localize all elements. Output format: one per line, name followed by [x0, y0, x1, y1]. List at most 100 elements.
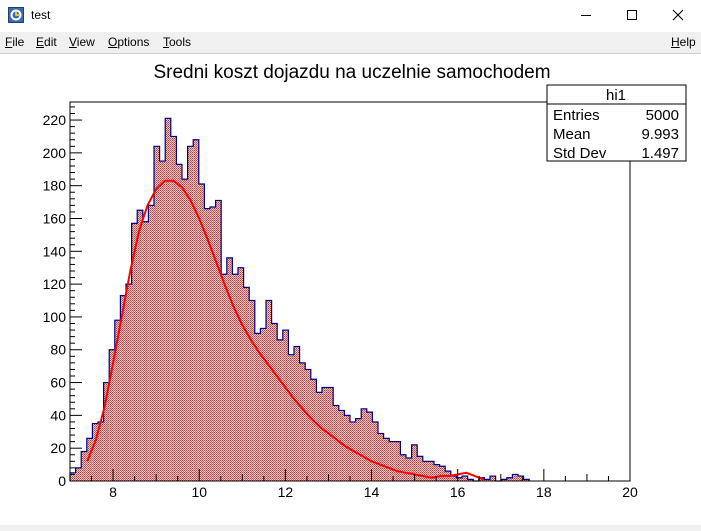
- maximize-icon: [627, 10, 637, 20]
- stats-value-mean: 9.993: [641, 126, 679, 143]
- stats-title: hi1: [606, 87, 626, 104]
- stats-box[interactable]: hi1 Entries 5000 Mean 9.993 Std Dev 1.49…: [546, 84, 687, 162]
- histogram-bar: [411, 444, 418, 481]
- histogram-bar: [170, 136, 177, 482]
- histogram-bar: [467, 479, 474, 481]
- menu-tools-mnemonic: T: [163, 35, 169, 49]
- histogram-bar: [277, 339, 283, 481]
- menu-tools[interactable]: Tools: [163, 35, 191, 49]
- minimize-button[interactable]: [563, 0, 609, 30]
- x-tick-label: 10: [191, 484, 207, 500]
- y-tick-label: 80: [50, 342, 66, 358]
- histogram-bar: [322, 387, 328, 481]
- y-tick-label: 120: [43, 276, 67, 292]
- menu-help[interactable]: Help: [671, 35, 696, 49]
- histogram-bar: [271, 323, 278, 481]
- y-tick-label: 160: [43, 210, 67, 226]
- y-tick-label: 140: [43, 243, 67, 259]
- histogram-bar: [226, 257, 233, 481]
- histogram-bar: [490, 476, 496, 481]
- histogram-bar: [126, 284, 132, 481]
- histogram-bar: [81, 451, 87, 481]
- menu-edit-mnemonic: E: [36, 35, 45, 49]
- histogram-bar: [417, 456, 423, 481]
- menu-bar: File Edit View Options Tools Help: [0, 32, 701, 53]
- x-tick-label: 14: [364, 484, 380, 500]
- histogram-bar: [394, 441, 401, 481]
- histogram-bar: [254, 333, 261, 481]
- histogram-bar: [187, 146, 194, 481]
- y-tick-label: 180: [43, 178, 67, 194]
- histogram-bar: [422, 461, 429, 481]
- app-icon: [8, 7, 24, 23]
- y-tick-label: 60: [50, 375, 66, 391]
- histogram-bar: [310, 379, 317, 481]
- menu-options-mnemonic: O: [108, 35, 118, 49]
- status-bar: [0, 525, 701, 531]
- maximize-button[interactable]: [609, 0, 655, 30]
- histogram-bar: [238, 267, 244, 481]
- histogram-bar: [288, 354, 294, 481]
- x-tick-label: 20: [622, 484, 638, 500]
- histogram-bar: [98, 421, 104, 481]
- y-tick-label: 100: [43, 309, 67, 325]
- histogram-bar: [154, 146, 160, 481]
- x-tick-label: 18: [536, 484, 552, 500]
- histogram-bar: [210, 207, 216, 481]
- histogram-bar: [204, 208, 210, 481]
- fit-curve: [86, 179, 484, 481]
- histogram-bar: [282, 330, 289, 481]
- menu-edit[interactable]: Edit: [36, 35, 57, 49]
- menu-file[interactable]: File: [5, 35, 24, 49]
- menu-edit-label: dit: [44, 35, 57, 49]
- x-tick-label: 12: [278, 484, 294, 500]
- menu-options-label: ptions: [117, 35, 150, 49]
- histogram-chart: Sredni koszt dojazdu na uczelnie samocho…: [43, 62, 687, 500]
- x-tick-label: 16: [450, 484, 466, 500]
- menu-view-label: iew: [76, 35, 95, 49]
- histogram-bar: [305, 369, 311, 481]
- histogram-bar: [512, 474, 518, 481]
- histogram-bar: [378, 433, 384, 481]
- histogram-bar: [182, 179, 188, 481]
- histogram-bar: [484, 479, 490, 481]
- histogram-bar: [456, 477, 462, 481]
- histogram-bar: [165, 118, 171, 482]
- menu-file-mnemonic: F: [5, 35, 13, 49]
- menu-view[interactable]: View: [69, 35, 95, 49]
- menu-separator: [0, 53, 701, 54]
- histogram-bar: [120, 295, 126, 481]
- menu-help-label: elp: [679, 35, 696, 49]
- histogram-bar: [366, 412, 373, 481]
- histogram-bar: [361, 408, 367, 481]
- y-tick-label: 220: [43, 112, 67, 128]
- histogram-bar: [92, 423, 98, 481]
- menu-view-mnemonic: V: [69, 35, 77, 49]
- histogram-bar: [109, 349, 115, 481]
- histogram-bar: [176, 164, 182, 481]
- histogram-bar: [299, 362, 306, 481]
- menu-options[interactable]: Options: [108, 35, 149, 49]
- histogram-bar: [518, 476, 524, 481]
- menu-help-mnemonic: H: [671, 35, 680, 49]
- histogram-bar: [243, 287, 250, 481]
- histogram-bar: [383, 438, 390, 481]
- histogram-bar: [131, 223, 138, 481]
- histogram-bar: [215, 200, 222, 481]
- close-button[interactable]: [655, 0, 701, 30]
- histogram-bar: [103, 382, 110, 481]
- histogram-bar: [523, 479, 530, 481]
- title-bar: test: [0, 0, 701, 30]
- y-tick-label: 0: [58, 473, 66, 489]
- chart-title: Sredni koszt dojazdu na uczelnie samocho…: [153, 62, 550, 83]
- y-tick-label: 200: [43, 145, 67, 161]
- histogram-bar: [198, 184, 205, 481]
- histogram-bar: [428, 461, 434, 481]
- stats-label-entries: Entries: [553, 107, 600, 124]
- histogram-bar: [389, 441, 395, 481]
- stats-label-mean: Mean: [553, 126, 591, 143]
- plot-canvas[interactable]: Sredni koszt dojazdu na uczelnie samocho…: [0, 54, 701, 525]
- stats-value-stddev: 1.497: [641, 145, 679, 162]
- histogram-bar: [86, 438, 93, 481]
- histogram-bar: [338, 410, 345, 481]
